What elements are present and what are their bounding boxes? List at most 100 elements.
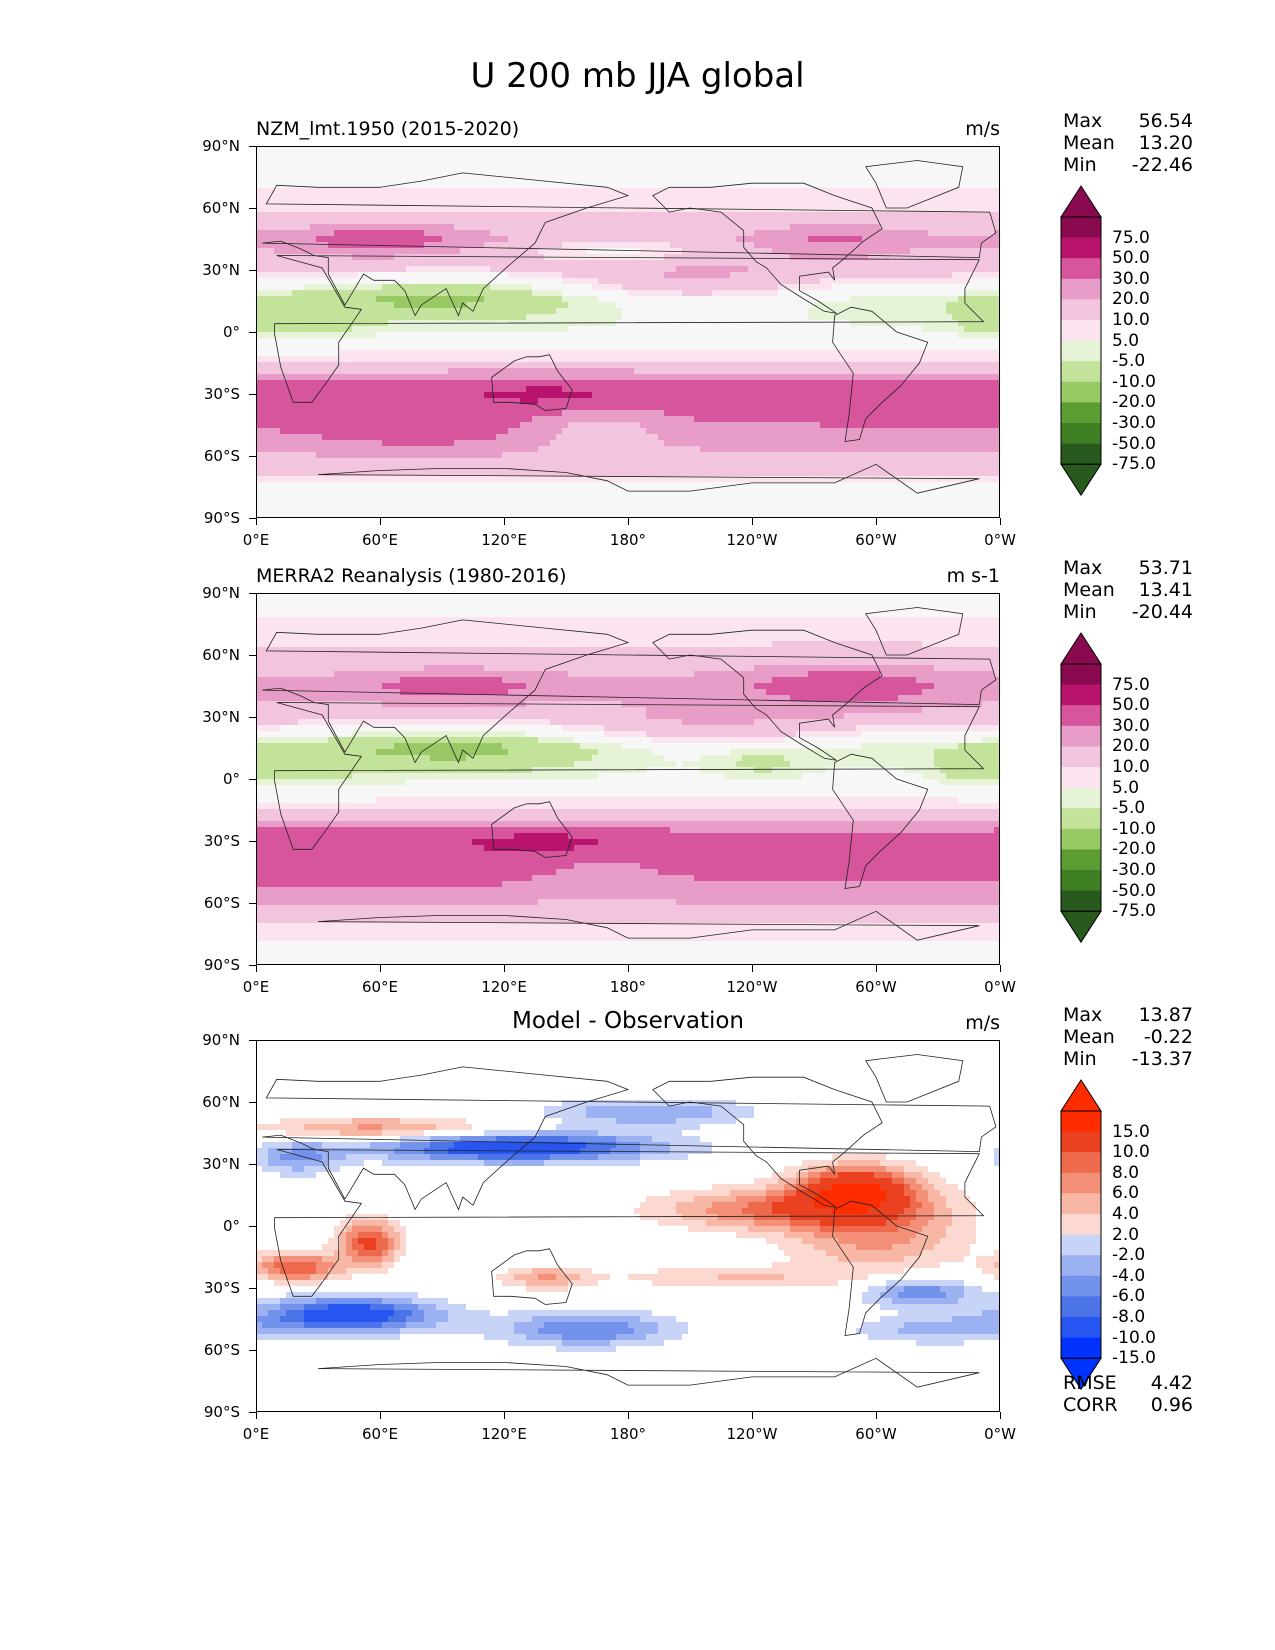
field-cell bbox=[508, 146, 515, 153]
field-cell bbox=[328, 146, 335, 153]
field-cell bbox=[298, 146, 305, 153]
field-cell bbox=[550, 170, 557, 177]
field-cell bbox=[760, 152, 767, 159]
field-cell bbox=[676, 188, 683, 195]
field-cell bbox=[892, 182, 899, 189]
field-cell bbox=[946, 158, 953, 165]
field-cell bbox=[724, 188, 731, 195]
field-cell bbox=[688, 170, 695, 177]
field-cell bbox=[616, 152, 623, 159]
field-cell bbox=[574, 158, 581, 165]
field-cell bbox=[790, 164, 797, 171]
field-cell bbox=[712, 164, 719, 171]
field-cell bbox=[898, 152, 905, 159]
field-cell bbox=[310, 188, 317, 195]
field-cell bbox=[544, 188, 551, 195]
field-cell bbox=[910, 170, 917, 177]
field-cell bbox=[898, 176, 905, 183]
field-cell bbox=[784, 146, 791, 153]
field-cell bbox=[304, 164, 311, 171]
field-cell bbox=[802, 158, 809, 165]
field-cell bbox=[412, 188, 419, 195]
field-cell bbox=[256, 158, 263, 165]
field-cell bbox=[898, 158, 905, 165]
field-cell bbox=[940, 182, 947, 189]
field-cell bbox=[430, 158, 437, 165]
field-cell bbox=[496, 188, 503, 195]
field-cell bbox=[754, 188, 761, 195]
field-cell bbox=[922, 170, 929, 177]
field-cell bbox=[964, 146, 971, 153]
field-cell bbox=[574, 188, 581, 195]
field-cell bbox=[532, 188, 539, 195]
field-cell bbox=[694, 146, 701, 153]
field-cell bbox=[742, 170, 749, 177]
field-cell bbox=[874, 146, 881, 153]
field-cell bbox=[796, 158, 803, 165]
field-cell bbox=[442, 188, 449, 195]
field-cell bbox=[856, 182, 863, 189]
field-cell bbox=[712, 176, 719, 183]
field-cell bbox=[670, 188, 677, 195]
field-cell bbox=[826, 170, 833, 177]
field-cell bbox=[826, 158, 833, 165]
field-cell bbox=[382, 170, 389, 177]
field-cell bbox=[742, 188, 749, 195]
field-cell bbox=[814, 146, 821, 153]
field-cell bbox=[874, 176, 881, 183]
field-cell bbox=[850, 152, 857, 159]
field-cell bbox=[454, 164, 461, 171]
field-cell bbox=[322, 152, 329, 159]
field-cell bbox=[994, 170, 1000, 177]
field-cell bbox=[850, 182, 857, 189]
field-cell bbox=[850, 164, 857, 171]
field-cell bbox=[442, 170, 449, 177]
field-cell bbox=[376, 182, 383, 189]
field-cell bbox=[646, 170, 653, 177]
field-cell bbox=[754, 158, 761, 165]
field-cell bbox=[400, 188, 407, 195]
field-cell bbox=[730, 170, 737, 177]
field-cell bbox=[460, 182, 467, 189]
field-cell bbox=[964, 182, 971, 189]
field-cell bbox=[934, 146, 941, 153]
field-cell bbox=[856, 176, 863, 183]
field-cell bbox=[580, 188, 587, 195]
field-cell bbox=[814, 170, 821, 177]
field-cell bbox=[388, 188, 395, 195]
field-cell bbox=[406, 170, 413, 177]
field-cell bbox=[592, 170, 599, 177]
field-cell bbox=[550, 146, 557, 153]
field-cell bbox=[670, 170, 677, 177]
field-cell bbox=[286, 176, 293, 183]
field-cell bbox=[916, 176, 923, 183]
field-cell bbox=[928, 176, 935, 183]
field-cell bbox=[382, 152, 389, 159]
field-cell bbox=[310, 176, 317, 183]
field-cell bbox=[328, 152, 335, 159]
field-cell bbox=[436, 152, 443, 159]
field-cell bbox=[304, 182, 311, 189]
field-cell bbox=[586, 164, 593, 171]
field-cell bbox=[724, 158, 731, 165]
field-cell bbox=[550, 152, 557, 159]
field-cell bbox=[706, 152, 713, 159]
field-cell bbox=[826, 146, 833, 153]
field-cell bbox=[706, 176, 713, 183]
field-cell bbox=[646, 182, 653, 189]
field-cell bbox=[424, 146, 431, 153]
field-cell bbox=[316, 170, 323, 177]
field-cell bbox=[430, 170, 437, 177]
field-cell bbox=[400, 170, 407, 177]
field-cell bbox=[868, 182, 875, 189]
field-cell bbox=[610, 182, 617, 189]
field-cell bbox=[520, 164, 527, 171]
field-cell bbox=[622, 152, 629, 159]
field-cell bbox=[736, 152, 743, 159]
field-cell bbox=[292, 182, 299, 189]
field-cell bbox=[256, 182, 263, 189]
field-cell bbox=[772, 176, 779, 183]
field-cell bbox=[448, 164, 455, 171]
field-cell bbox=[304, 158, 311, 165]
field-cell bbox=[292, 158, 299, 165]
